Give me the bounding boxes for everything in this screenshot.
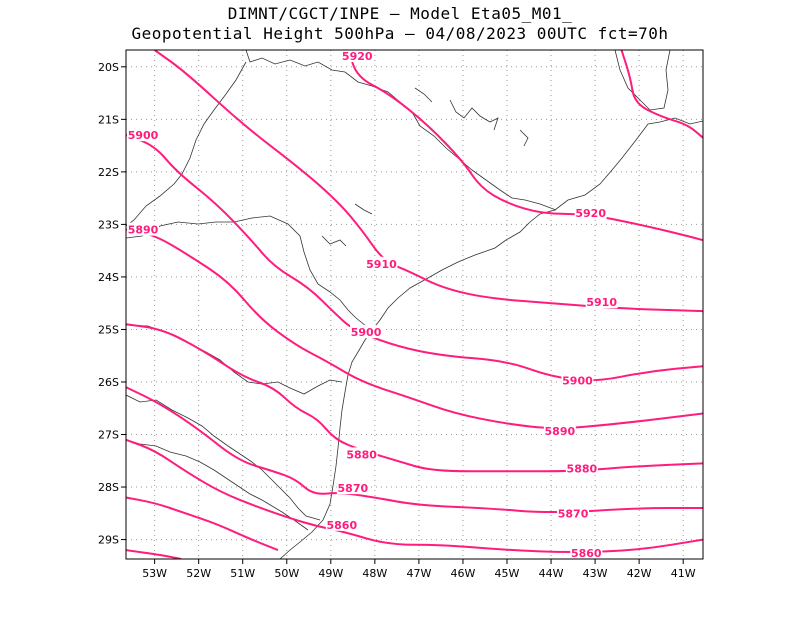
contour-label: 5900	[351, 326, 382, 339]
contour-label-bg	[570, 546, 603, 559]
contour-label-bg	[557, 506, 590, 520]
x-tick-label: 49W	[318, 567, 343, 580]
contour-label: 5890	[545, 425, 576, 438]
contour-label: 5910	[586, 296, 617, 309]
x-tick-label: 46W	[451, 567, 476, 580]
y-tick-label: 28S	[98, 481, 119, 494]
x-tick-label: 48W	[362, 567, 387, 580]
contour-line-5920	[620, 50, 703, 139]
axis-ticks: 53W 52W 51W 50W 49W 48W 47W 46W 45W 44W 43W 42W 41W 2…	[98, 61, 696, 580]
chart-title-line1: DIMNT/CGCT/INPE – Model Eta05_M01_	[227, 4, 573, 23]
contour-label: 5920	[575, 207, 606, 220]
contour-label: 5870	[338, 482, 369, 495]
x-tick-label: 50W	[274, 567, 299, 580]
x-tick-label: 47W	[406, 567, 431, 580]
y-tick-label: 23S	[98, 218, 119, 231]
contour-label: 5920	[342, 50, 373, 63]
y-tick-label: 25S	[98, 323, 119, 336]
lat-lon-grid	[126, 50, 703, 559]
contour-line-5880	[126, 323, 703, 473]
lakes	[321, 87, 529, 247]
state-border-1	[245, 50, 557, 211]
x-tick-label: 52W	[186, 567, 211, 580]
coastline-borders	[126, 50, 703, 559]
y-tick-label: 22S	[98, 166, 119, 179]
contour-label-bg	[325, 517, 358, 531]
x-tick-label: 53W	[142, 567, 167, 580]
x-tick-label: 42W	[627, 567, 652, 580]
plot-frame	[125, 49, 704, 560]
contour-line-5920	[347, 50, 703, 242]
contour-line-5860	[126, 438, 703, 554]
x-tick-label: 51W	[230, 567, 255, 580]
contour-layer	[126, 50, 703, 559]
contour-label-bg	[350, 325, 383, 339]
coastline	[279, 117, 703, 559]
contour-label-bg	[345, 447, 378, 461]
contour-label: 5890	[128, 224, 159, 237]
contour-label: 5870	[558, 507, 589, 520]
contour-label: 5880	[346, 448, 377, 461]
contour-label: 5900	[562, 374, 593, 387]
contour-label-bg	[565, 461, 598, 475]
east-border	[614, 50, 671, 111]
y-tick-label: 20S	[98, 61, 119, 74]
river-border	[126, 439, 309, 531]
contour-label-bg	[336, 481, 369, 495]
x-tick-label: 44W	[539, 567, 564, 580]
contour-label-bg	[561, 373, 594, 387]
contour-label: 5860	[327, 519, 358, 532]
contour-line-5840	[126, 549, 182, 559]
y-tick-label: 27S	[98, 429, 119, 442]
contour-label-bg	[574, 205, 607, 219]
contour-label: 5880	[567, 463, 598, 476]
contour-label-bg	[543, 423, 576, 437]
contour-line-5870	[126, 386, 703, 513]
contour-label-layer: 5920 5920 5910 5910 5900 5900 5900 5890 5890 5880…	[127, 49, 618, 560]
state-border-2	[126, 61, 247, 227]
contour-line-5850	[126, 496, 279, 552]
contour-label: 5860	[571, 547, 602, 560]
contour-label-bg	[341, 49, 374, 62]
x-tick-label: 43W	[583, 567, 608, 580]
contour-label: 5900	[128, 129, 159, 142]
y-tick-label: 29S	[98, 534, 119, 547]
state-border-5	[126, 394, 321, 521]
x-tick-label: 41W	[671, 567, 696, 580]
contour-line-5910	[154, 50, 703, 313]
contour-label-bg	[127, 128, 159, 142]
contour-label-bg	[585, 295, 618, 309]
x-tick-label: 45W	[495, 567, 520, 580]
state-border-4	[126, 324, 343, 395]
state-border-3	[126, 215, 367, 327]
contour-line-5890	[126, 228, 703, 429]
contour-label-bg	[127, 222, 159, 236]
contour-label-bg	[365, 256, 398, 270]
contour-line-5900	[126, 134, 703, 382]
y-tick-label: 24S	[98, 271, 119, 284]
y-tick-label: 26S	[98, 376, 119, 389]
y-tick-label: 21S	[98, 113, 119, 126]
contour-label: 5910	[366, 258, 397, 271]
chart-title-line2: Geopotential Height 500hPa – 04/08/2023 …	[131, 24, 669, 43]
